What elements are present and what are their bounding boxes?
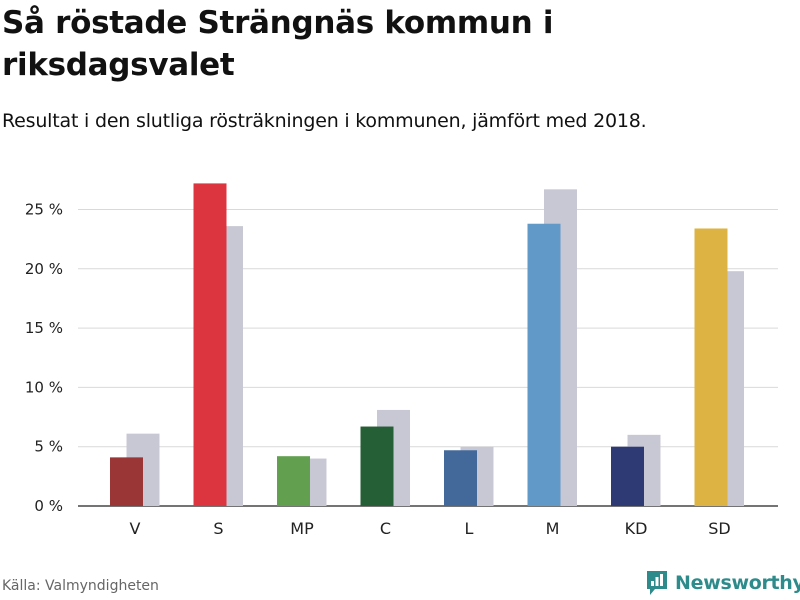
bars (110, 183, 744, 506)
x-tick-label: MP (290, 519, 314, 538)
bar-2022-sd (694, 228, 728, 506)
y-tick-label: 15 % (25, 319, 63, 337)
y-tick-labels: 0 % 5 % 10 % 15 % 20 % 25 % (25, 201, 63, 516)
x-tick-label: L (465, 519, 474, 538)
newsworthy-logo-icon (647, 571, 667, 595)
x-tick-label: V (130, 519, 141, 538)
chart-subtitle: Resultat i den slutliga rösträkningen i … (2, 110, 647, 132)
x-tick-labels: V S MP C L M KD SD (130, 519, 731, 538)
chart-title: Så röstade Strängnäs kommun i riksdagsva… (2, 5, 554, 83)
bar-2022-v (110, 457, 143, 506)
y-tick-label: 5 % (34, 438, 63, 456)
y-tick-label: 0 % (34, 497, 63, 515)
source-note: Källa: Valmyndigheten (2, 578, 159, 594)
bar-2022-s (193, 183, 227, 506)
y-tick-label: 25 % (25, 201, 63, 219)
bar-2022-mp (277, 456, 310, 506)
x-tick-label: C (380, 519, 391, 538)
grid-lines (78, 209, 778, 507)
brand-logo[interactable]: Newsworthy (645, 568, 800, 598)
x-tick-label: SD (708, 519, 730, 538)
bar-2022-c (360, 426, 394, 506)
x-tick-label: S (213, 519, 223, 538)
y-tick-label: 10 % (25, 378, 63, 396)
y-tick-label: 20 % (25, 260, 63, 278)
x-tick-label: M (546, 519, 560, 538)
bar-2022-l (444, 450, 477, 506)
bar-2022-m (527, 223, 561, 506)
bar-2022-kd (611, 446, 644, 506)
x-tick-label: KD (625, 519, 648, 538)
brand-name: Newsworthy (675, 572, 800, 594)
